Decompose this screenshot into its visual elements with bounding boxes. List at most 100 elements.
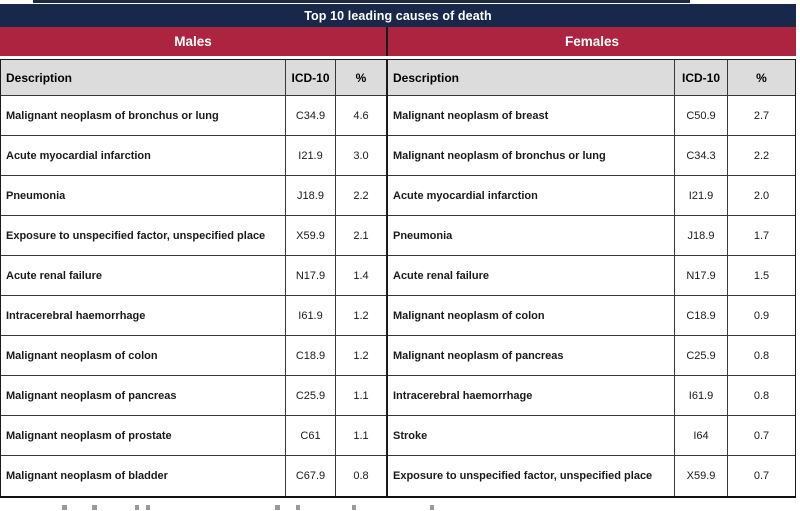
icd10-cell: J18.9 xyxy=(674,216,727,255)
percent-cell: 0.8 xyxy=(727,376,795,415)
percent-cell: 1.7 xyxy=(727,216,795,255)
percent-cell: 4.6 xyxy=(335,96,386,135)
description-cell: Pneumonia xyxy=(393,229,453,242)
percent-cell: 3.0 xyxy=(335,136,386,175)
description-cell: Intracerebral haemorrhage xyxy=(393,389,533,402)
percent-cell: 1.5 xyxy=(727,256,795,295)
table-row: Intracerebral haemorrhage I61.9 0.8 xyxy=(388,376,795,416)
percent-cell: 0.8 xyxy=(727,336,795,375)
table-row: Acute myocardial infarction I21.9 3.0 xyxy=(1,136,386,176)
males-section-header: Males xyxy=(0,27,388,56)
icd10-cell: I64 xyxy=(674,416,727,455)
description-cell: Exposure to unspecified factor, unspecif… xyxy=(6,229,266,242)
table-row: Malignant neoplasm of pancreas C25.9 0.8 xyxy=(388,336,795,376)
percent-cell: 2.7 xyxy=(727,96,795,135)
column-header-percent: % xyxy=(335,60,386,95)
table-row: Malignant neoplasm of bronchus or lung C… xyxy=(388,136,795,176)
icd10-cell: I21.9 xyxy=(285,136,335,175)
table-row: Acute renal failure N17.9 1.5 xyxy=(388,256,795,296)
icd10-cell: C34.3 xyxy=(674,136,727,175)
icd10-cell: N17.9 xyxy=(674,256,727,295)
table-row: Exposure to unspecified factor, unspecif… xyxy=(388,456,795,496)
description-cell: Intracerebral haemorrhage xyxy=(6,309,146,322)
description-cell: Malignant neoplasm of pancreas xyxy=(6,389,177,402)
icd10-cell: N17.9 xyxy=(285,256,335,295)
description-cell: Malignant neoplasm of breast xyxy=(393,109,549,122)
percent-cell: 2.1 xyxy=(335,216,386,255)
percent-cell: 1.1 xyxy=(335,376,386,415)
table-row: Pneumonia J18.9 1.7 xyxy=(388,216,795,256)
table-row: Malignant neoplasm of bladder C67.9 0.8 xyxy=(1,456,386,496)
table-grid: Description ICD-10 % Malignant neoplasm … xyxy=(0,59,796,498)
description-cell: Malignant neoplasm of prostate xyxy=(6,429,172,442)
column-header-icd10: ICD-10 xyxy=(285,60,335,95)
percent-cell: 1.1 xyxy=(335,416,386,455)
females-table: Description ICD-10 % Malignant neoplasm … xyxy=(388,60,795,496)
table-row: Malignant neoplasm of breast C50.9 2.7 xyxy=(388,96,795,136)
males-rows: Malignant neoplasm of bronchus or lung C… xyxy=(1,96,386,496)
females-column-header-row: Description ICD-10 % xyxy=(388,60,795,96)
band-divider xyxy=(0,56,796,59)
icd10-cell: X59.9 xyxy=(285,216,335,255)
clipped-row-artifact-top xyxy=(33,0,690,3)
description-cell: Exposure to unspecified factor, unspecif… xyxy=(393,470,653,482)
description-cell: Acute myocardial infarction xyxy=(393,189,538,202)
description-cell: Malignant neoplasm of bronchus or lung xyxy=(393,149,606,162)
icd10-cell: I61.9 xyxy=(285,296,335,335)
table-row: Intracerebral haemorrhage I61.9 1.2 xyxy=(1,296,386,336)
icd10-cell: C25.9 xyxy=(285,376,335,415)
column-header-icd10: ICD-10 xyxy=(674,60,727,95)
description-cell: Malignant neoplasm of colon xyxy=(6,349,158,362)
percent-cell: 0.7 xyxy=(727,456,795,496)
percent-cell: 2.2 xyxy=(335,176,386,215)
table-row: Stroke I64 0.7 xyxy=(388,416,795,456)
table-title: Top 10 leading causes of death xyxy=(0,4,796,27)
description-cell: Malignant neoplasm of pancreas xyxy=(393,349,564,362)
icd10-cell: C18.9 xyxy=(674,296,727,335)
gender-header-band: Males Females xyxy=(0,27,796,56)
table-row: Pneumonia J18.9 2.2 xyxy=(1,176,386,216)
table-row: Malignant neoplasm of prostate C61 1.1 xyxy=(1,416,386,456)
icd10-cell: J18.9 xyxy=(285,176,335,215)
table-row: Exposure to unspecified factor, unspecif… xyxy=(1,216,386,256)
icd10-cell: I21.9 xyxy=(674,176,727,215)
icd10-cell: C50.9 xyxy=(674,96,727,135)
table-row: Malignant neoplasm of colon C18.9 0.9 xyxy=(388,296,795,336)
icd10-cell: C67.9 xyxy=(285,456,335,496)
description-cell: Stroke xyxy=(393,429,428,442)
percent-cell: 1.4 xyxy=(335,256,386,295)
males-table: Description ICD-10 % Malignant neoplasm … xyxy=(1,60,388,496)
description-cell: Acute myocardial infarction xyxy=(6,149,151,162)
table-row: Acute myocardial infarction I21.9 2.0 xyxy=(388,176,795,216)
table-row: Malignant neoplasm of colon C18.9 1.2 xyxy=(1,336,386,376)
percent-cell: 1.2 xyxy=(335,296,386,335)
icd10-cell: C18.9 xyxy=(285,336,335,375)
column-header-description: Description xyxy=(393,70,460,85)
description-cell: Pneumonia xyxy=(6,189,66,202)
description-cell: Acute renal failure xyxy=(393,269,489,282)
percent-cell: 2.2 xyxy=(727,136,795,175)
females-section-header: Females xyxy=(388,27,796,56)
description-cell: Malignant neoplasm of bronchus or lung xyxy=(6,109,219,122)
percent-cell: 1.2 xyxy=(335,336,386,375)
percent-cell: 0.8 xyxy=(335,456,386,496)
table-row: Acute renal failure N17.9 1.4 xyxy=(1,256,386,296)
causes-of-death-table: Top 10 leading causes of death Males Fem… xyxy=(0,4,796,498)
percent-cell: 0.9 xyxy=(727,296,795,335)
column-header-percent: % xyxy=(727,60,795,95)
males-column-header-row: Description ICD-10 % xyxy=(1,60,386,96)
percent-cell: 2.0 xyxy=(727,176,795,215)
table-row: Malignant neoplasm of pancreas C25.9 1.1 xyxy=(1,376,386,416)
percent-cell: 0.7 xyxy=(727,416,795,455)
females-rows: Malignant neoplasm of breast C50.9 2.7 M… xyxy=(388,96,795,496)
column-header-description: Description xyxy=(6,70,73,85)
icd10-cell: C25.9 xyxy=(674,336,727,375)
icd10-cell: C61 xyxy=(285,416,335,455)
icd10-cell: C34.9 xyxy=(285,96,335,135)
icd10-cell: I61.9 xyxy=(674,376,727,415)
icd10-cell: X59.9 xyxy=(674,456,727,496)
description-cell: Acute renal failure xyxy=(6,269,102,282)
description-cell: Malignant neoplasm of colon xyxy=(393,309,545,322)
description-cell: Malignant neoplasm of bladder xyxy=(6,470,168,482)
